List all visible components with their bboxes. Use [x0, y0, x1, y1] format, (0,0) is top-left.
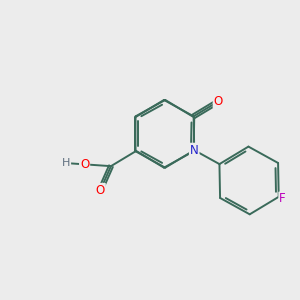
- Text: N: N: [190, 144, 199, 157]
- Text: O: O: [96, 184, 105, 197]
- Text: O: O: [214, 95, 223, 108]
- Text: O: O: [80, 158, 89, 171]
- Text: H: H: [62, 158, 70, 168]
- Text: F: F: [279, 193, 286, 206]
